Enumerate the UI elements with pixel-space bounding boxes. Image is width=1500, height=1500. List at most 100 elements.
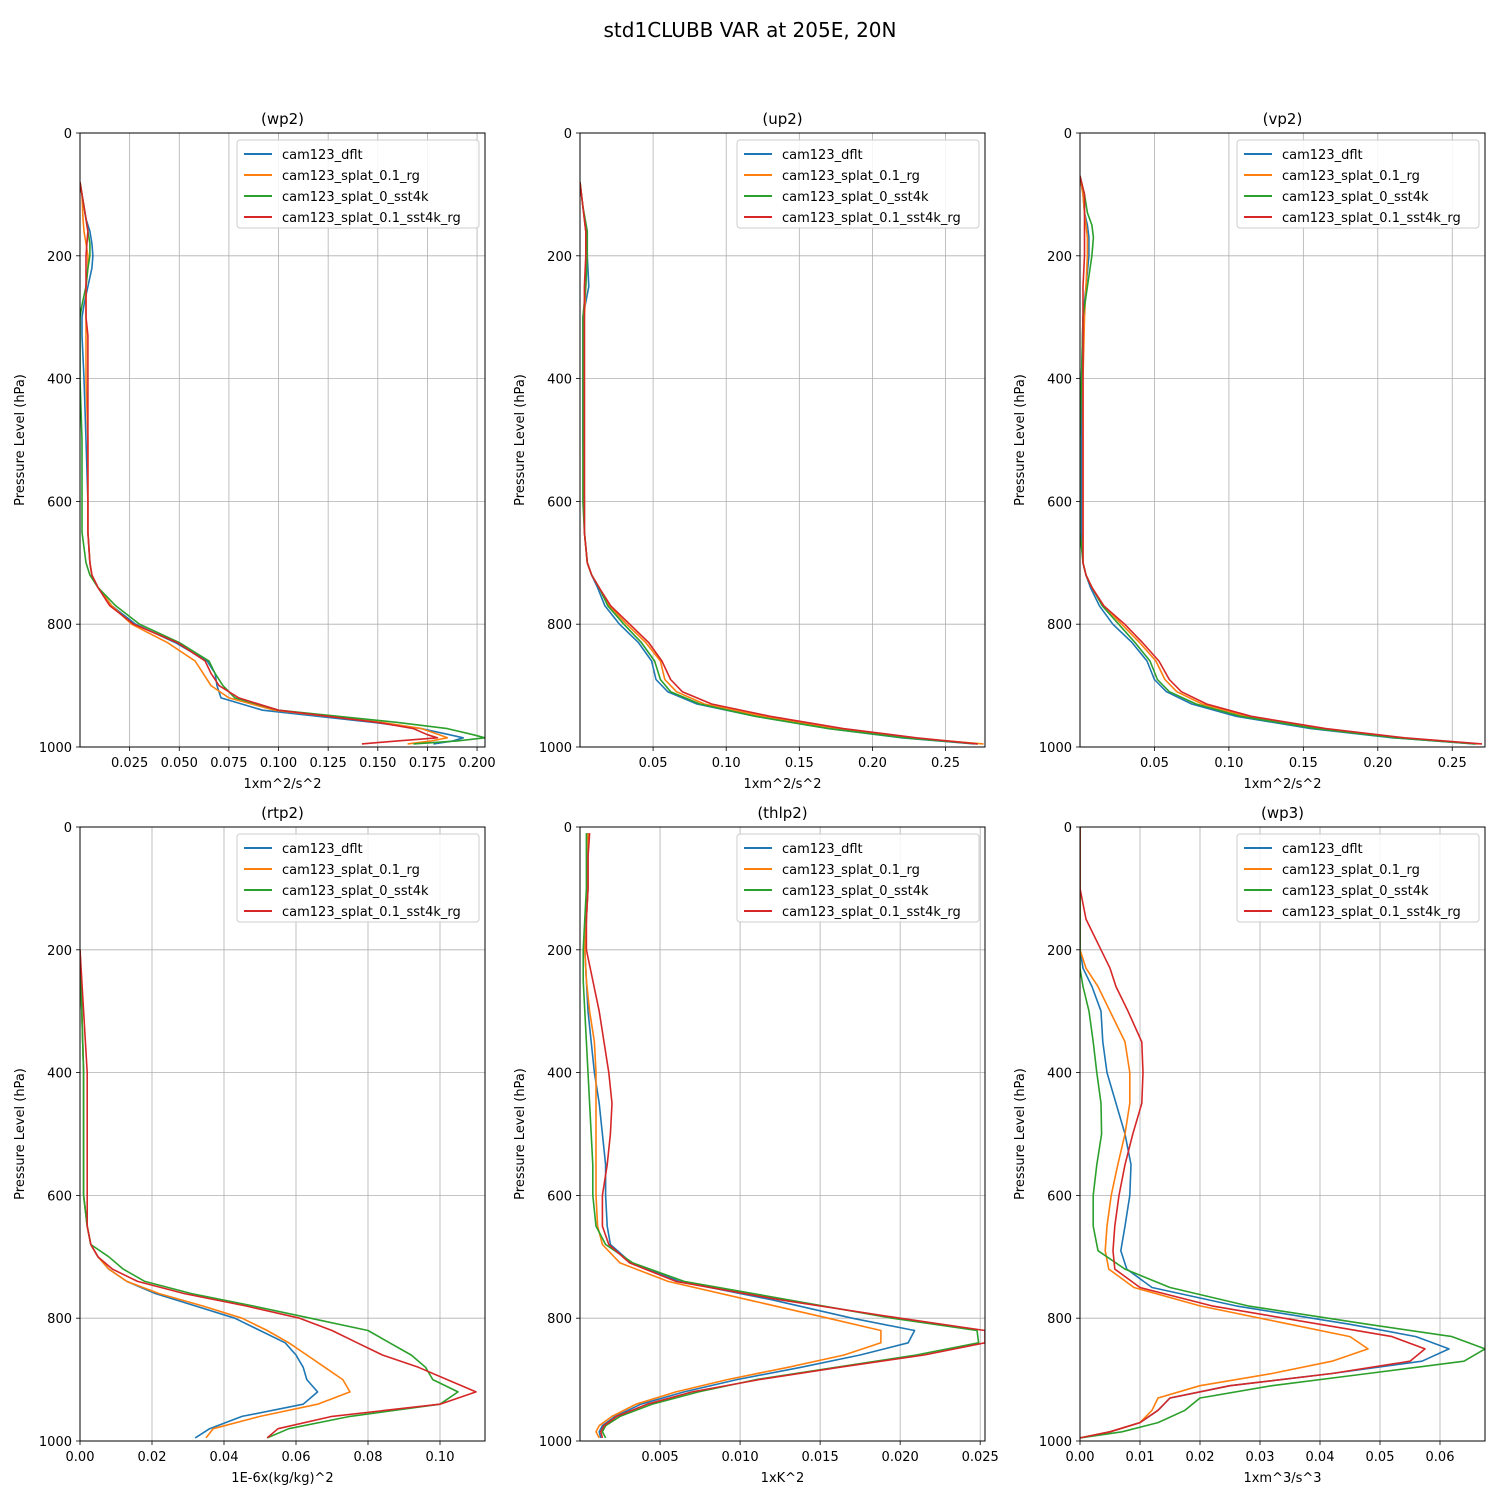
y-tick-label: 1000 xyxy=(39,1435,72,1450)
legend-entry: cam123_dflt xyxy=(282,842,363,857)
legend-box xyxy=(1236,833,1480,923)
y-tick-label: 0 xyxy=(564,127,572,142)
series-group xyxy=(580,182,984,745)
legend-entry: cam123_dflt xyxy=(782,148,863,163)
subplot-wp2: 0.025 0.050 0.075 0.100 0.125 0.150 0.175 0.200… xyxy=(13,110,496,792)
axes-frame xyxy=(1079,826,1486,1442)
legend-entry: cam123_splat_0.1_sst4k_rg xyxy=(1282,211,1461,226)
series-line-cam123_splat_0.1_rg xyxy=(80,181,449,745)
legend-entry: cam123_splat_0_sst4k xyxy=(282,190,429,205)
legend-box xyxy=(236,139,480,229)
series-line-cam123_splat_0.1_sst4k_rg xyxy=(585,833,985,1439)
x-tick-label: 0.050 xyxy=(161,756,198,771)
y-tick-label: 800 xyxy=(1047,618,1072,633)
series-group xyxy=(582,833,985,1439)
legend-entry: cam123_splat_0.1_sst4k_rg xyxy=(782,905,961,920)
series-line-cam123_splat_0.1_rg xyxy=(1080,827,1369,1439)
y-tick-label: 1000 xyxy=(539,741,572,756)
legend-box xyxy=(736,139,980,229)
axes-frame xyxy=(79,132,486,748)
x-tick-label: 0.04 xyxy=(210,1450,239,1465)
series-line-cam123_dflt xyxy=(80,181,465,745)
x-tick-label: 0.08 xyxy=(354,1450,383,1465)
x-tick-label: 0.125 xyxy=(310,756,347,771)
y-tick-label: 600 xyxy=(47,495,72,510)
series-line-cam123_dflt xyxy=(80,949,319,1439)
series-group xyxy=(1080,175,1483,745)
x-axis-label: 1E-6x(kg/kg)^2 xyxy=(231,1471,333,1486)
subplot-title: (wp3) xyxy=(1261,804,1304,822)
legend-entry: cam123_splat_0.1_sst4k_rg xyxy=(282,905,461,920)
series-line-cam123_splat_0.1_rg xyxy=(583,833,882,1439)
y-axis-label: Pressure Level (hPa) xyxy=(513,1068,528,1200)
series-line-cam123_splat_0.1_sst4k_rg xyxy=(80,181,439,745)
y-tick-label: 800 xyxy=(47,1312,72,1327)
axes-frame xyxy=(579,132,986,748)
legend-entry: cam123_splat_0.1_sst4k_rg xyxy=(1282,905,1461,920)
y-tick-label: 800 xyxy=(547,1312,572,1327)
x-tick-label: 0.020 xyxy=(882,1450,919,1465)
x-tick-label: 0.15 xyxy=(1289,756,1318,771)
y-tick-label: 0 xyxy=(1064,127,1072,142)
y-tick-label: 0 xyxy=(1064,821,1072,836)
legend-entry: cam123_splat_0.1_rg xyxy=(282,169,420,184)
series-line-cam123_splat_0_sst4k xyxy=(582,833,980,1439)
y-tick-label: 600 xyxy=(547,1189,572,1204)
legend-entry: cam123_dflt xyxy=(1282,148,1363,163)
y-tick-label: 0 xyxy=(64,127,72,142)
axes-frame xyxy=(79,826,486,1442)
series-line-cam123_splat_0_sst4k xyxy=(1080,827,1485,1439)
series-line-cam123_splat_0.1_sst4k_rg xyxy=(580,182,978,745)
series-line-cam123_splat_0_sst4k xyxy=(1080,175,1477,745)
x-axis-label: 1xm^3/s^3 xyxy=(1243,1471,1321,1486)
subplot-title: (thlp2) xyxy=(757,804,807,822)
y-axis-label: Pressure Level (hPa) xyxy=(1013,1068,1028,1200)
series-group xyxy=(80,181,485,745)
series-line-cam123_dflt xyxy=(580,182,975,745)
y-tick-label: 0 xyxy=(564,821,572,836)
x-axis-label: 1xm^2/s^2 xyxy=(1243,777,1321,792)
y-tick-label: 200 xyxy=(1047,250,1072,265)
y-axis-label: Pressure Level (hPa) xyxy=(1013,374,1028,506)
legend-entry: cam123_splat_0_sst4k xyxy=(1282,190,1429,205)
subplot-rtp2: 0.00 0.02 0.04 0.06 0.08 0.10 0 200 400 600 800 100… xyxy=(13,804,486,1486)
legend-entry: cam123_splat_0_sst4k xyxy=(1282,884,1429,899)
x-tick-label: 0.01 xyxy=(1126,1450,1155,1465)
x-tick-label: 0.015 xyxy=(802,1450,839,1465)
x-tick-label: 0.02 xyxy=(1186,1450,1215,1465)
series-line-cam123_splat_0_sst4k xyxy=(580,182,978,745)
x-axis-label: 1xK^2 xyxy=(761,1471,805,1486)
x-tick-label: 0.10 xyxy=(712,756,741,771)
series-line-cam123_splat_0.1_sst4k_rg xyxy=(1080,827,1426,1439)
x-axis-label: 1xm^2/s^2 xyxy=(743,777,821,792)
x-tick-label: 0.175 xyxy=(409,756,446,771)
legend-box xyxy=(736,833,980,923)
series-group xyxy=(1080,827,1485,1439)
x-tick-label: 0.06 xyxy=(282,1450,311,1465)
legend-entry: cam123_splat_0.1_rg xyxy=(1282,169,1420,184)
x-tick-label: 0.100 xyxy=(260,756,297,771)
y-tick-label: 600 xyxy=(47,1189,72,1204)
y-tick-label: 200 xyxy=(547,250,572,265)
y-axis-label: Pressure Level (hPa) xyxy=(13,1068,28,1200)
x-tick-label: 0.02 xyxy=(138,1450,167,1465)
subplot-wp3: 0.00 0.01 0.02 0.03 0.04 0.05 0.06 0 200 400 600 80… xyxy=(1013,804,1486,1486)
legend: cam123_dflt cam123_splat_0.1_rg cam123_spl… xyxy=(736,833,980,923)
series-line-cam123_splat_0.1_rg xyxy=(1080,175,1480,745)
legend-entry: cam123_splat_0_sst4k xyxy=(282,884,429,899)
subplots-grid: 0.025 0.050 0.075 0.100 0.125 0.150 0.175 0.200… xyxy=(13,110,1486,1486)
x-axis-label: 1xm^2/s^2 xyxy=(243,777,321,792)
legend-entry: cam123_dflt xyxy=(282,148,363,163)
x-tick-label: 0.15 xyxy=(785,756,814,771)
legend-entry: cam123_splat_0.1_rg xyxy=(282,863,420,878)
x-tick-label: 0.025 xyxy=(111,756,148,771)
y-tick-label: 800 xyxy=(1047,1312,1072,1327)
x-tick-label: 0.20 xyxy=(858,756,887,771)
y-tick-label: 1000 xyxy=(539,1435,572,1450)
x-tick-label: 0.25 xyxy=(931,756,960,771)
subplot-up2: 0.05 0.10 0.15 0.20 0.25 0 200 400 600 800 1000 (up… xyxy=(513,110,986,792)
legend-entry: cam123_splat_0.1_rg xyxy=(782,863,920,878)
y-tick-label: 200 xyxy=(47,250,72,265)
axes-frame xyxy=(1079,132,1486,748)
